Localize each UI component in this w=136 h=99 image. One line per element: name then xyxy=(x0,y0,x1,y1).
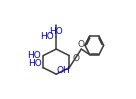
Text: HO: HO xyxy=(49,27,63,36)
Text: HO: HO xyxy=(28,59,42,68)
Text: O: O xyxy=(78,40,85,49)
Text: HO: HO xyxy=(40,32,54,41)
Text: OH: OH xyxy=(57,66,71,75)
Text: O: O xyxy=(72,54,79,63)
Text: HO: HO xyxy=(27,51,41,60)
